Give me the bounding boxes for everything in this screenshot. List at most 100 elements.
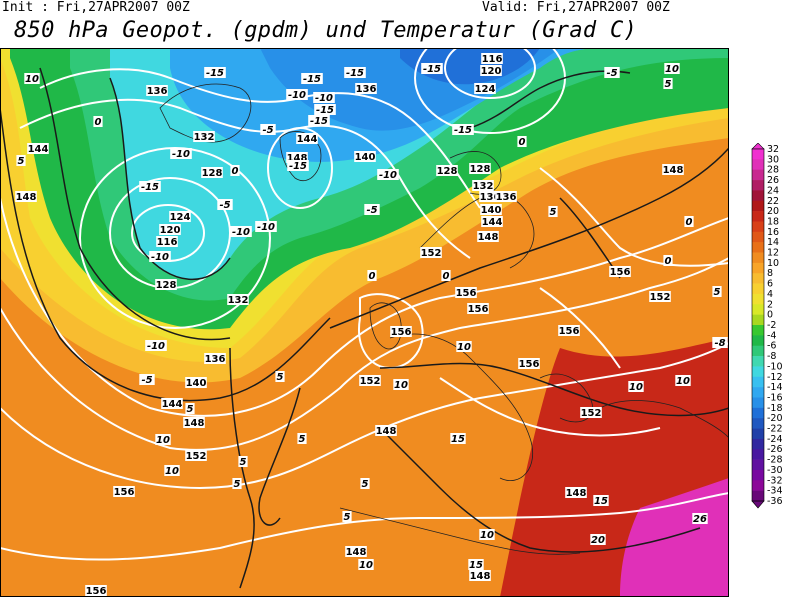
temperature-label: 5 xyxy=(277,372,284,383)
legend-tick-label: 8 xyxy=(767,268,773,279)
geopotential-label-bg xyxy=(662,164,684,175)
temperature-label: -15 xyxy=(423,64,441,75)
temperature-label: -8 xyxy=(714,338,725,349)
geopotential-label-bg xyxy=(354,151,376,162)
geopotential-label: 120 xyxy=(481,66,502,77)
geopotential-label: 140 xyxy=(355,152,376,163)
geopotential-label-bg xyxy=(155,279,177,290)
legend-swatch xyxy=(752,149,764,160)
legend-swatch xyxy=(752,283,764,295)
temperature-label-bg xyxy=(297,433,307,444)
temperature-label-bg xyxy=(238,456,248,467)
temperature-label-bg xyxy=(255,221,277,232)
geopotential-label-bg xyxy=(345,546,367,557)
geopotential-label-bg xyxy=(359,375,381,386)
legend-tick-label: -12 xyxy=(767,372,783,383)
geopotential-label: 128 xyxy=(470,164,491,175)
temperature-label-bg xyxy=(593,495,609,506)
geopotential-label: 140 xyxy=(481,205,502,216)
geopotential-label-bg xyxy=(649,291,671,302)
geopotential-label: 144 xyxy=(482,217,503,228)
temperature-label: -15 xyxy=(141,182,159,193)
legend-tick-label: -26 xyxy=(767,444,783,455)
temperature-label-bg xyxy=(93,116,103,127)
temperature-label-bg xyxy=(663,255,673,266)
geopotential-label-bg xyxy=(286,152,308,163)
legend-tick-label: -14 xyxy=(767,382,783,393)
geopotential-label-bg xyxy=(480,65,502,76)
geopotential-label: 152 xyxy=(360,376,381,387)
temperature-label: 0 xyxy=(686,217,693,228)
geopotential-label: 156 xyxy=(610,267,631,278)
legend-tick-label: 28 xyxy=(767,165,779,176)
temperature-label: -15 xyxy=(454,125,472,136)
legend-tick-label: 2 xyxy=(767,299,773,310)
geopotential-label: 128 xyxy=(202,168,223,179)
temperature-label: 10 xyxy=(665,64,679,75)
temperature-label: -5 xyxy=(141,375,152,386)
legend-tick-label: -4 xyxy=(767,330,776,341)
temperature-label: 5 xyxy=(344,512,351,523)
geopotential-label: 148 xyxy=(376,426,397,437)
legend-swatch xyxy=(752,397,764,409)
geopotential-label: 116 xyxy=(157,237,178,248)
geopotential-label: 144 xyxy=(297,134,318,145)
geopotential-label-bg xyxy=(185,377,207,388)
temperature-label: -15 xyxy=(289,161,307,172)
temperature-label-bg xyxy=(149,251,171,262)
legend-swatch xyxy=(752,273,764,284)
legend-tick-label: 20 xyxy=(767,206,779,217)
geopotential-label-bg xyxy=(480,204,502,215)
temperature-label: 10 xyxy=(480,530,494,541)
legend-tick-label: 12 xyxy=(767,248,779,259)
temperature-label: -10 xyxy=(257,222,275,233)
legend-swatch xyxy=(752,304,764,315)
legend-swatch xyxy=(752,418,764,429)
geopotential-label: 156 xyxy=(114,487,135,498)
legend-swatch xyxy=(752,314,764,326)
geopotential-label-bg xyxy=(27,143,49,154)
temperature-label: 5 xyxy=(18,156,25,167)
geopotential-label-bg xyxy=(201,167,223,178)
geopotential-label-bg xyxy=(146,85,168,96)
temperature-label-bg xyxy=(393,379,409,390)
temperature-label-bg xyxy=(204,67,226,78)
legend-tick-label: -24 xyxy=(767,434,783,445)
temperature-label-bg xyxy=(590,534,606,545)
geopotential-label: 136 xyxy=(480,192,501,203)
map-title: 850 hPa Geopot. (gpdm) und Temperatur (G… xyxy=(14,18,638,43)
temperature-contours xyxy=(0,67,729,589)
temperature-label: 10 xyxy=(394,380,408,391)
geopotential-label-bg xyxy=(565,487,587,498)
temperature-label-bg xyxy=(663,78,673,89)
geopotential-label: 140 xyxy=(186,378,207,389)
temperature-label-bg xyxy=(358,559,374,570)
temperature-label-bg xyxy=(712,286,722,297)
temperature-label: 26 xyxy=(693,514,707,525)
legend-swatch xyxy=(752,438,764,450)
temperature-field-darkblue xyxy=(400,48,540,85)
temperature-label: 5 xyxy=(187,404,194,415)
temperature-label-bg xyxy=(217,199,233,210)
temperature-label: -10 xyxy=(379,170,397,181)
geopotential-label: 148 xyxy=(16,192,37,203)
geopotential-label: 156 xyxy=(559,326,580,337)
legend-swatch xyxy=(752,345,764,357)
temperature-label: 0 xyxy=(232,166,239,177)
temperature-label-bg xyxy=(441,270,451,281)
legend-tick-label: -28 xyxy=(767,455,783,466)
temperature-label: 0 xyxy=(665,256,672,267)
temperature-label-bg xyxy=(360,478,370,489)
legend-bottom-arrow xyxy=(751,500,765,509)
geopotential-label-bg xyxy=(467,303,489,314)
temperature-label: 0 xyxy=(95,117,102,128)
temperature-label: 15 xyxy=(594,496,608,507)
legend-tick-label: 22 xyxy=(767,196,779,207)
geopotential-label-bg xyxy=(169,211,191,222)
legend-swatch xyxy=(752,428,764,440)
legend-ticks: 32302826242220181614121086420-2-4-6-8-10… xyxy=(767,144,783,507)
temperature-label: 10 xyxy=(457,342,471,353)
legend-swatch xyxy=(752,211,764,222)
legend-tick-label: -36 xyxy=(767,496,783,507)
temperature-label: -10 xyxy=(172,149,190,160)
